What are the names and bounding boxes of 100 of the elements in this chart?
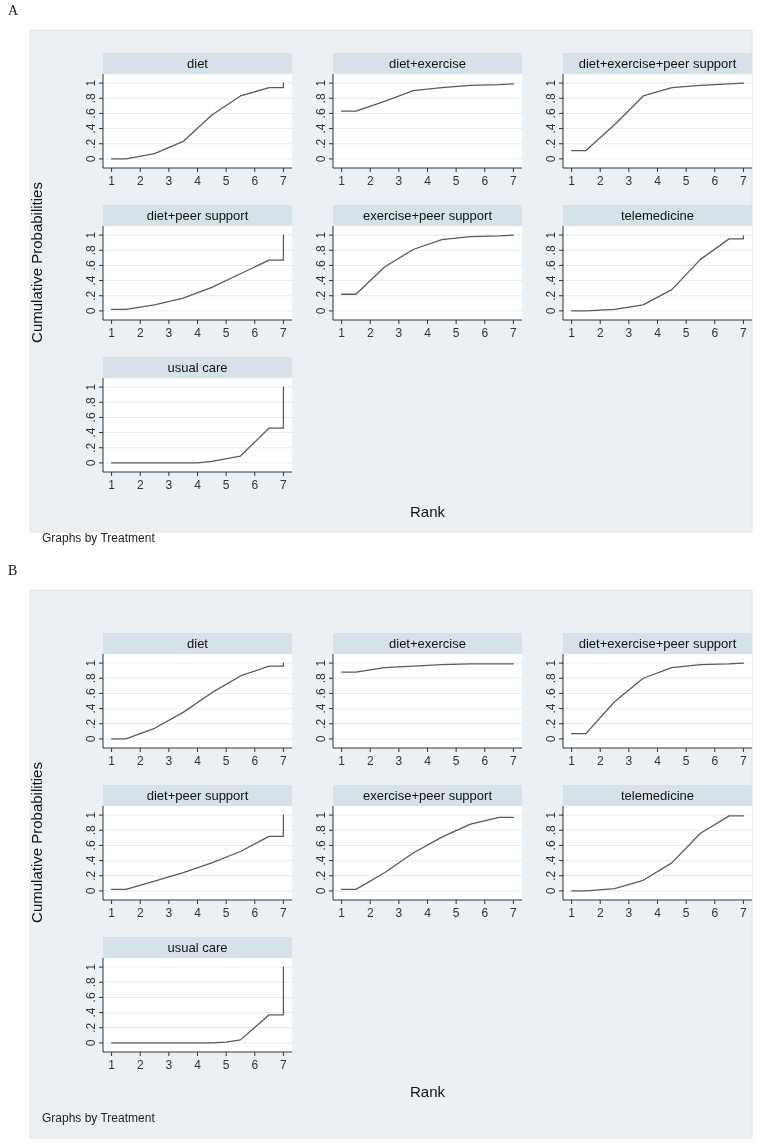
y-tick-label: 1 xyxy=(314,79,328,87)
x-tick-label: 4 xyxy=(654,174,662,188)
x-tick-label: 1 xyxy=(338,906,346,920)
x-tick-label: 5 xyxy=(452,326,460,340)
x-tick-label: 6 xyxy=(481,326,489,340)
y-tick-label: .6 xyxy=(84,688,98,699)
x-tick-label: 1 xyxy=(568,174,576,188)
y-tick-label: 1 xyxy=(544,231,558,239)
text: Graphs by Treatment xyxy=(42,1111,156,1125)
x-tick-label: 7 xyxy=(280,174,288,188)
y-tick-label: .4 xyxy=(84,123,98,134)
y-tick-label: .6 xyxy=(84,412,98,423)
y-tick-label: .6 xyxy=(84,992,98,1003)
y-tick-label: 0 xyxy=(84,1039,98,1047)
y-tick-label: 1 xyxy=(544,811,558,819)
x-tick-label: 4 xyxy=(654,326,662,340)
y-tick-label: .6 xyxy=(314,688,328,699)
x-tick-label: 1 xyxy=(108,478,116,492)
y-tick-label: 0 xyxy=(314,887,328,895)
y-tick-label: .2 xyxy=(84,138,98,149)
y-tick-label: .2 xyxy=(544,138,558,149)
x-tick-label: 7 xyxy=(280,906,288,920)
x-tick-label: 2 xyxy=(366,906,374,920)
y-tick-label: .2 xyxy=(314,290,328,301)
y-tick-label: 1 xyxy=(84,963,98,971)
x-tick-label: 6 xyxy=(251,478,259,492)
y-tick-label: 0 xyxy=(544,307,558,315)
y-tick-label: .8 xyxy=(544,824,558,836)
x-tick-label: 6 xyxy=(251,754,259,768)
text: B xyxy=(8,563,18,578)
x-tick-label: 3 xyxy=(395,326,403,340)
y-tick-label: 0 xyxy=(544,155,558,163)
y-tick-label: 0 xyxy=(84,155,98,163)
x-tick-label: 3 xyxy=(395,906,403,920)
line-series xyxy=(110,662,285,740)
y-tick-label: .8 xyxy=(314,244,328,256)
x-tick-label: 5 xyxy=(682,174,690,188)
x-tick-label: 6 xyxy=(251,1058,259,1072)
x-tick-label: 2 xyxy=(366,754,374,768)
x-tick-label: 3 xyxy=(625,754,633,768)
x-tick-label: 4 xyxy=(424,326,432,340)
x-tick-label: 2 xyxy=(596,174,604,188)
x-tick-label: 6 xyxy=(251,906,259,920)
x-tick-label: 7 xyxy=(280,754,288,768)
x-tick-label: 1 xyxy=(338,174,346,188)
y-tick-label: 1 xyxy=(84,659,98,667)
y-tick-label: .4 xyxy=(544,123,558,134)
y-tick-label: 0 xyxy=(84,307,98,315)
x-tick-label: 1 xyxy=(568,326,576,340)
y-tick-label: .8 xyxy=(314,824,328,836)
chart-title: usual care xyxy=(167,940,228,955)
chart-title: diet+peer support xyxy=(146,788,249,803)
line-series xyxy=(570,235,745,312)
x-tick-label: 5 xyxy=(222,326,230,340)
line-series xyxy=(110,234,285,311)
x-tick-label: 6 xyxy=(481,754,489,768)
x-tick-label: 3 xyxy=(625,326,633,340)
x-tick-label: 4 xyxy=(654,754,662,768)
y-tick-label: .6 xyxy=(544,260,558,271)
x-tick-label: 3 xyxy=(165,478,173,492)
x-tick-label: 4 xyxy=(194,326,202,340)
y-tick-label: .4 xyxy=(544,855,558,866)
y-axis-title: Cumulative Probabilities xyxy=(28,182,45,343)
x-tick-label: 2 xyxy=(596,906,604,920)
y-tick-label: .4 xyxy=(84,855,98,866)
x-tick-label: 7 xyxy=(740,754,748,768)
x-tick-label: 2 xyxy=(366,326,374,340)
y-tick-label: 0 xyxy=(84,887,98,895)
x-tick-label: 6 xyxy=(251,174,259,188)
x-tick-label: 1 xyxy=(338,754,346,768)
y-tick-label: .8 xyxy=(544,672,558,684)
chart-title: diet+exercise xyxy=(389,56,466,71)
x-tick-label: 2 xyxy=(136,754,144,768)
x-tick-label: 2 xyxy=(136,174,144,188)
y-tick-label: 1 xyxy=(544,79,558,87)
x-tick-label: 5 xyxy=(222,478,230,492)
line-series xyxy=(110,82,285,160)
y-tick-label: 0 xyxy=(544,735,558,743)
x-tick-label: 5 xyxy=(452,754,460,768)
x-tick-label: 2 xyxy=(136,326,144,340)
y-tick-label: .8 xyxy=(84,824,98,836)
x-tick-label: 3 xyxy=(165,174,173,188)
y-tick-label: .2 xyxy=(84,290,98,301)
x-tick-label: 2 xyxy=(136,1058,144,1072)
line-series xyxy=(110,814,285,891)
x-tick-label: 7 xyxy=(510,754,518,768)
y-tick-label: .2 xyxy=(84,870,98,881)
x-tick-label: 5 xyxy=(452,906,460,920)
x-tick-label: 7 xyxy=(740,174,748,188)
line-series xyxy=(570,662,745,735)
x-tick-label: 6 xyxy=(711,326,719,340)
x-tick-label: 2 xyxy=(596,754,604,768)
x-tick-label: 3 xyxy=(625,174,633,188)
y-tick-label: .4 xyxy=(544,275,558,286)
y-tick-label: .8 xyxy=(84,92,98,104)
line-series xyxy=(340,816,515,891)
y-tick-label: 1 xyxy=(314,811,328,819)
chart-title: exercise+peer support xyxy=(363,208,493,223)
line-series xyxy=(110,966,285,1044)
chart-title: diet+exercise+peer support xyxy=(578,636,737,651)
